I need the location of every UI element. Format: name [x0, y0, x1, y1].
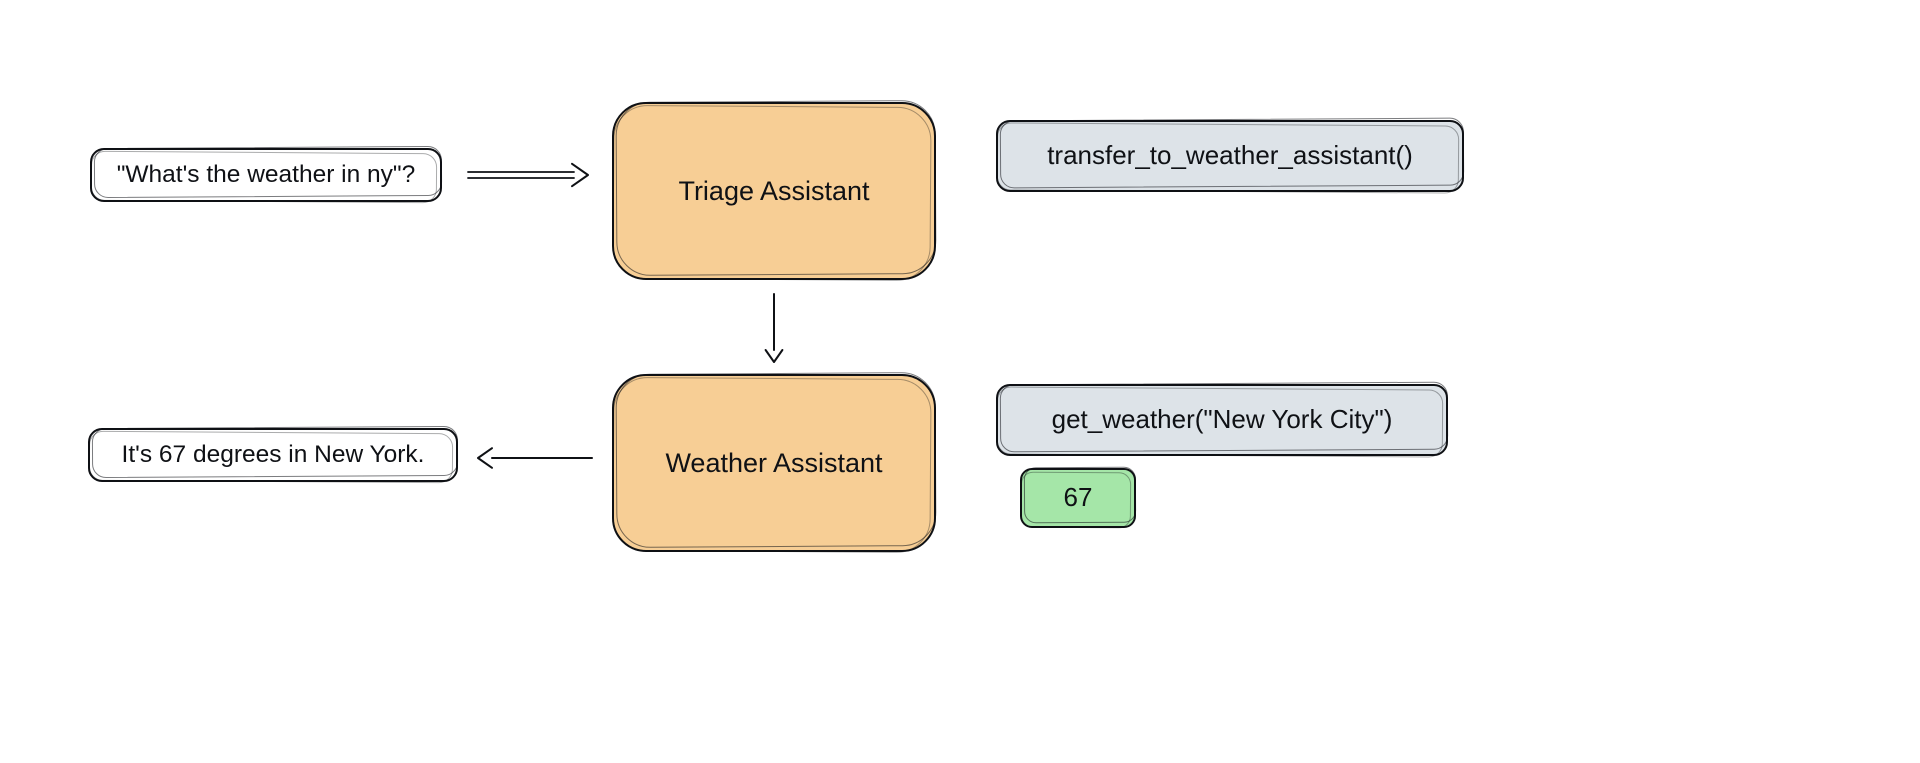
get-weather-function-call-box: get_weather("New York City")	[996, 384, 1448, 456]
user-query-box: "What's the weather in ny"?	[90, 148, 442, 202]
get-weather-function-text: get_weather("New York City")	[1052, 404, 1393, 435]
weather-result-box: 67	[1020, 468, 1136, 528]
user-query-text: "What's the weather in ny"?	[117, 160, 416, 189]
weather-result-value: 67	[1064, 482, 1093, 513]
agent-response-text: It's 67 degrees in New York.	[122, 440, 425, 469]
transfer-function-text: transfer_to_weather_assistant()	[1047, 140, 1413, 171]
weather-assistant-node: Weather Assistant	[612, 374, 936, 552]
transfer-function-call-box: transfer_to_weather_assistant()	[996, 120, 1464, 192]
triage-assistant-label: Triage Assistant	[678, 175, 869, 207]
triage-assistant-node: Triage Assistant	[612, 102, 936, 280]
diagram-canvas: "What's the weather in ny"? Triage Assis…	[0, 0, 1920, 763]
agent-response-box: It's 67 degrees in New York.	[88, 428, 458, 482]
arrows-layer	[0, 0, 1920, 763]
weather-assistant-label: Weather Assistant	[665, 447, 882, 479]
